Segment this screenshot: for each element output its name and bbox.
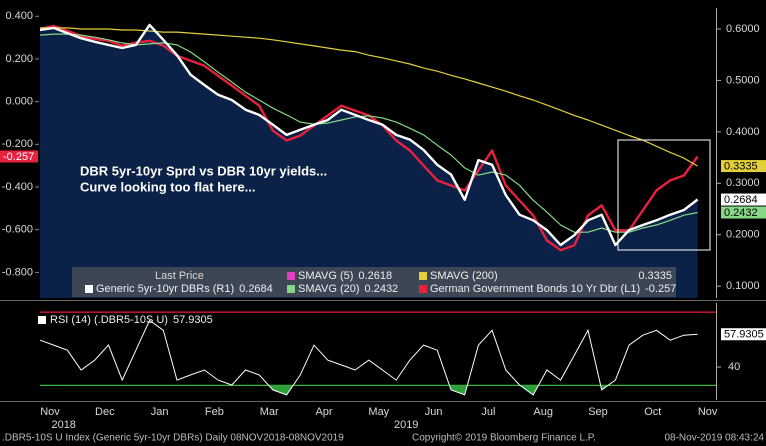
legend-title: Last Price	[155, 270, 204, 282]
last-value-label: 0.2684	[724, 194, 758, 206]
x-tick-label: May	[368, 406, 389, 418]
annotation: DBR 5yr-10yr Sprd vs DBR 10yr yields...	[80, 163, 327, 178]
annotation: Curve looking too flat here...	[80, 179, 256, 194]
legend-label: SMAVG (200)	[430, 270, 498, 282]
y2-tick-label: 0.6000	[726, 23, 760, 35]
last-value-label: 0.3335	[724, 160, 758, 172]
x-tick-label: Dec	[95, 406, 115, 418]
y2-tick-label: 0.1000	[726, 280, 760, 292]
x-tick-label: Nov	[698, 406, 718, 418]
y-tick-label: 0.200	[5, 53, 33, 65]
x-tick-label: Mar	[260, 406, 279, 418]
footer: 08-Nov-2019 08:43:24	[664, 433, 764, 444]
x-tick-label: Feb	[205, 406, 224, 418]
y2-tick-label: 0.3000	[726, 177, 760, 189]
legend-label: SMAVG (5)	[298, 270, 353, 282]
series-line	[40, 27, 698, 167]
legend-swatch	[38, 316, 46, 324]
legend-label: German Government Bonds 10 Yr Dbr (L1)	[430, 283, 640, 295]
footer: .DBR5-10S U Index (Generic 5yr-10yr DBRs…	[2, 433, 344, 444]
last-value-label: -0.257	[3, 151, 34, 163]
area	[40, 24, 698, 299]
last-value-label: 0.2432	[724, 207, 758, 219]
legend-box	[72, 267, 676, 297]
series-line	[39, 23, 699, 247]
legend-swatch	[419, 285, 427, 293]
legend-swatch	[85, 285, 93, 293]
x-tick-label: Oct	[644, 406, 661, 418]
last-value-box	[0, 150, 38, 163]
x-tick-label: Aug	[533, 406, 553, 418]
highlight-box	[617, 139, 711, 251]
plot	[39, 23, 699, 299]
last-value-label: 57.9305	[724, 329, 764, 341]
y2-tick-label: 0.4000	[726, 126, 760, 138]
y-tick-label: 0.400	[5, 10, 33, 22]
x-tick-label: Jan	[151, 406, 169, 418]
x-tick-label: Sep	[588, 406, 608, 418]
x-tick-label: Jun	[425, 406, 443, 418]
x-tick-label: Jul	[481, 406, 495, 418]
legend-value: 57.9305	[173, 314, 213, 326]
year-label: 2018	[51, 419, 75, 431]
x-tick-label: Nov	[40, 406, 60, 418]
y-tick-label: -0.800	[2, 266, 33, 278]
legend-swatch	[287, 285, 295, 293]
legend-value: 0.3335	[638, 270, 672, 282]
legend-value: 0.2618	[358, 270, 392, 282]
rsi-tick-label: 40	[728, 361, 740, 373]
y2-tick-label: 0.5000	[726, 74, 760, 86]
last-value-box	[721, 328, 766, 341]
legend-label: SMAVG (20)	[298, 283, 360, 295]
year-label: 2019	[394, 419, 418, 431]
legend-label: RSI (14) (.DBR5-10S U)	[50, 314, 168, 326]
y-tick-label: -0.400	[2, 181, 33, 193]
y-tick-label: -0.200	[2, 138, 33, 150]
last-value-box	[721, 160, 766, 173]
y2-tick-label: 0.2000	[726, 229, 760, 241]
legend-swatch	[419, 272, 427, 280]
legend-value: -0.257	[645, 283, 676, 295]
footer: Copyright© 2019 Bloomberg Finance L.P.	[412, 433, 596, 444]
rsi-line	[39, 319, 698, 396]
legend-value: 0.2432	[365, 283, 399, 295]
y-tick-label: 0.000	[5, 96, 33, 108]
series-line	[39, 33, 698, 233]
last-value-box	[721, 193, 766, 206]
x-tick-label: Apr	[315, 406, 332, 418]
last-value-box	[721, 206, 766, 219]
legend-label: Generic 5yr-10yr DBRs (R1)	[96, 283, 234, 295]
legend-value: 0.2684	[239, 283, 273, 295]
legend-swatch	[287, 272, 295, 280]
y-tick-label: -0.600	[2, 224, 33, 236]
